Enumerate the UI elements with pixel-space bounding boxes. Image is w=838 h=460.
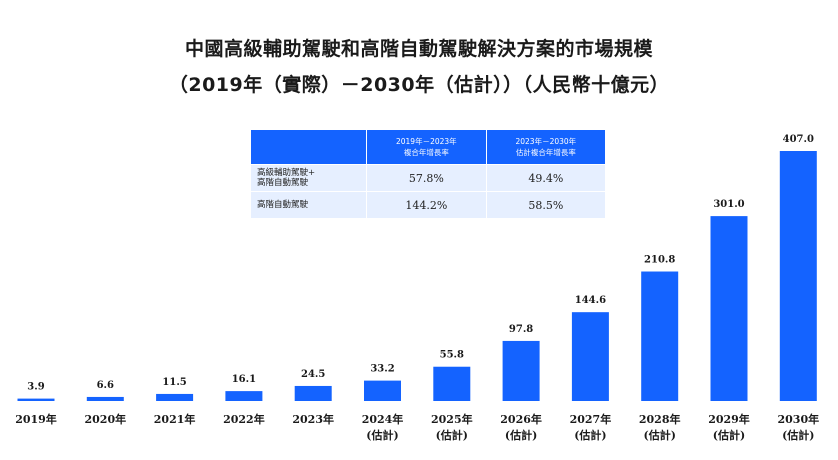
bar [641, 271, 679, 401]
bar [86, 396, 124, 401]
x-tick-label: (估計) [436, 428, 468, 442]
bar [156, 393, 194, 401]
bar-value-label: 407.0 [783, 134, 814, 145]
bar [779, 151, 817, 401]
bar-value-label: 144.6 [575, 295, 606, 306]
bar [433, 366, 471, 401]
bar-value-label: 55.8 [440, 350, 464, 361]
bar [225, 391, 263, 401]
chart-title: 中國高級輔助駕駛和高階自動駕駛解決方案的市場規模 [184, 38, 653, 60]
cagr-row-label: 高階自動駕駛 [251, 191, 367, 218]
x-tick-label: (估計) [713, 428, 745, 442]
x-tick-label: 2024年 [362, 412, 404, 426]
bar-value-label: 6.6 [97, 380, 114, 391]
cagr-row-value: 57.8% [366, 164, 487, 192]
x-tick-label: (估計) [505, 428, 537, 442]
cagr-row: 高階自動駕駛 144.2% 58.5% [251, 191, 605, 218]
x-tick-label: 2025年 [431, 412, 473, 426]
bar-value-label: 210.8 [644, 255, 675, 266]
x-tick-label: 2027年 [570, 412, 612, 426]
x-tick-label: 2029年 [708, 412, 750, 426]
x-tick-label: 2021年 [154, 412, 196, 426]
bar [17, 398, 55, 401]
cagr-header-2019-2023: 2019年－2023年 複合年增長率 [366, 130, 487, 165]
x-tick-label: 2026年 [500, 412, 542, 426]
bar-value-label: 301.0 [713, 199, 744, 210]
cagr-row-value: 49.4% [485, 164, 605, 192]
bar-value-label: 33.2 [370, 364, 394, 375]
x-tick-label: (估計) [366, 428, 398, 442]
bar [502, 340, 540, 401]
x-tick-label: 2019年 [15, 412, 57, 426]
x-tick-label: 2023年 [292, 412, 334, 426]
cagr-row: 高級輔助駕駛+ 高階自動駕駛 57.8% 49.4% [251, 164, 605, 192]
bar [364, 380, 401, 401]
bar-value-label: 3.9 [27, 382, 44, 393]
x-tick-label: 2028年 [639, 412, 681, 426]
bar [571, 312, 609, 401]
x-tick-label: (估計) [574, 428, 606, 442]
bar [710, 216, 748, 401]
cagr-table: 2019年－2023年 複合年增長率 2023年－2030年 估計複合年增長率 高級… [251, 130, 605, 218]
bar-value-label: 97.8 [509, 324, 533, 335]
cagr-row-value: 144.2% [366, 191, 487, 218]
x-tick-label: (估計) [643, 428, 675, 442]
cagr-header-2023-2030: 2023年－2030年 估計複合年增長率 [485, 130, 605, 165]
cagr-header-blank [251, 130, 367, 165]
x-tick-label: 2022年 [223, 412, 265, 426]
cagr-row-label: 高級輔助駕駛+ 高階自動駕駛 [251, 164, 367, 192]
x-tick-label: 2030年 [777, 412, 819, 426]
x-tick-label: 2020年 [84, 412, 126, 426]
bar [294, 385, 332, 401]
bar-value-label: 24.5 [301, 369, 325, 380]
bar-value-label: 11.5 [162, 377, 186, 388]
bar-value-label: 16.1 [232, 374, 256, 385]
cagr-header-row: 2019年－2023年 複合年增長率 2023年－2030年 估計複合年增長率 [251, 130, 605, 165]
x-tick-label: (估計) [782, 428, 814, 442]
cagr-row-value: 58.5% [485, 191, 605, 218]
chart-subtitle: （2019年（實際）－2030年（估計））（人民幣十億元） [168, 74, 670, 96]
